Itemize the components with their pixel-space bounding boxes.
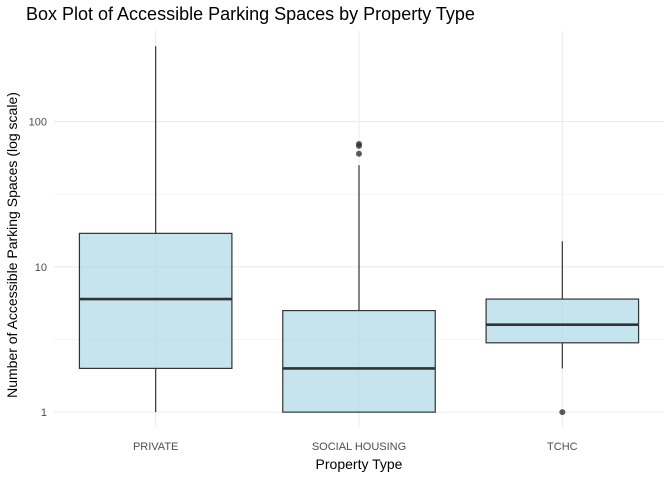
outlier-point bbox=[356, 141, 362, 148]
y-axis-ticks: 1 10 100 bbox=[29, 117, 47, 420]
x-tick-label: SOCIAL HOUSING bbox=[312, 441, 406, 453]
box-rect bbox=[485, 298, 640, 344]
box-private bbox=[78, 46, 233, 413]
chart-title: Box Plot of Accessible Parking Spaces by… bbox=[26, 4, 475, 24]
outlier-point bbox=[356, 150, 362, 157]
box-tchc bbox=[485, 241, 640, 416]
y-tick-label: 10 bbox=[35, 262, 47, 274]
y-tick-label: 100 bbox=[29, 117, 47, 129]
box-rect bbox=[282, 309, 436, 413]
x-axis-ticks: PRIVATE SOCIAL HOUSING TCHC bbox=[133, 441, 578, 453]
x-tick-label: TCHC bbox=[547, 441, 578, 453]
y-tick-label: 1 bbox=[41, 407, 47, 419]
x-axis-title: Property Type bbox=[316, 456, 403, 472]
outlier-point bbox=[559, 409, 566, 416]
box-social-housing bbox=[282, 141, 436, 413]
boxes bbox=[78, 46, 640, 416]
y-axis-title: Number of Accessible Parking Spaces (log… bbox=[4, 92, 20, 398]
x-tick-label: PRIVATE bbox=[133, 441, 178, 453]
box-rect bbox=[78, 232, 233, 369]
